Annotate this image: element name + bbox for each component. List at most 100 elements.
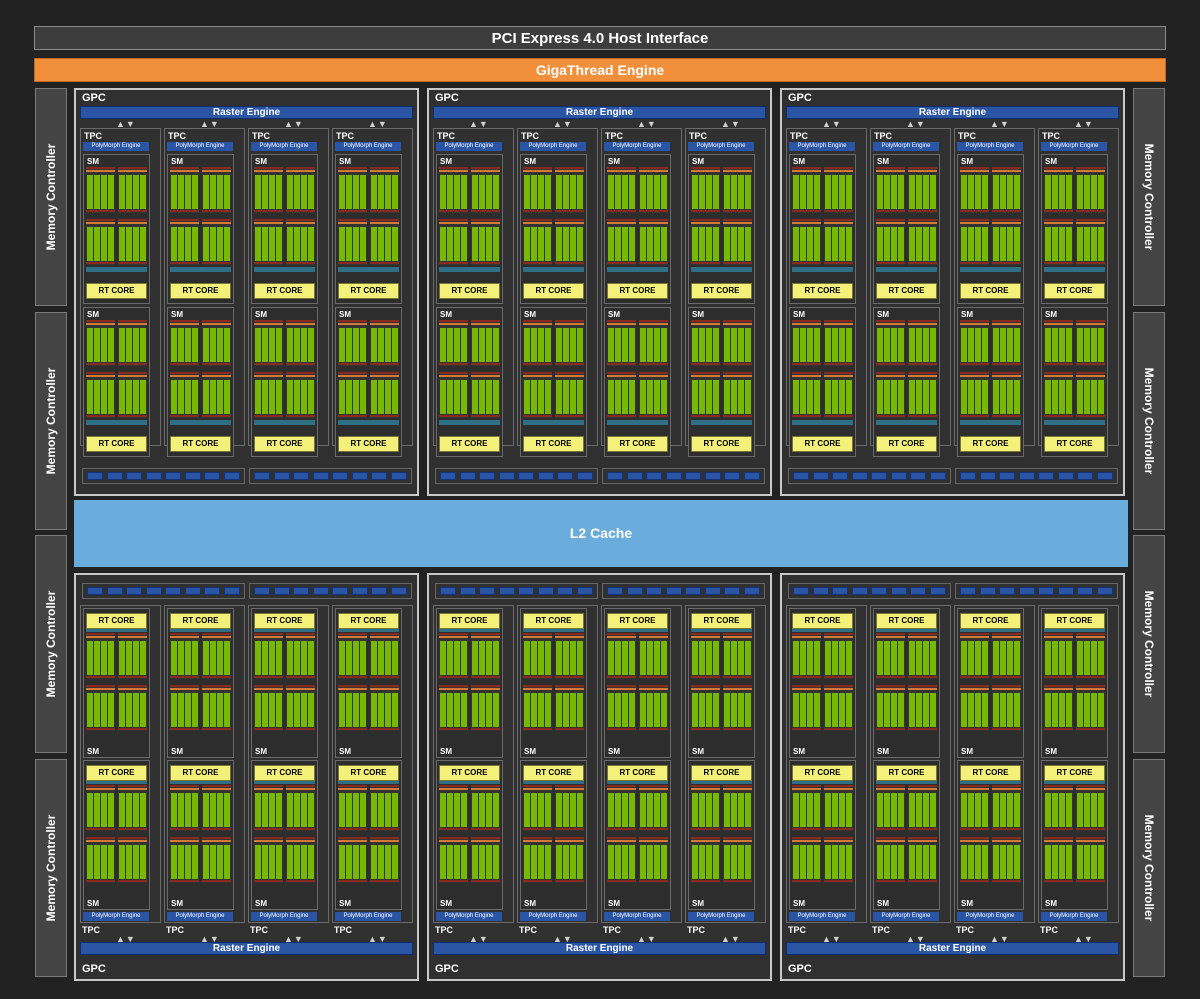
cuda-core [545, 328, 551, 362]
register-band [202, 880, 231, 882]
cuda-core-block [824, 320, 853, 366]
cuda-core [353, 641, 359, 675]
cuda-core [577, 380, 583, 414]
cuda-core-block [992, 785, 1021, 831]
cuda-core [287, 845, 293, 879]
cuda-core-block [202, 785, 231, 831]
cuda-core-block [960, 167, 989, 213]
register-band [254, 323, 283, 325]
cuda-core [461, 693, 467, 727]
texture-unit [479, 472, 495, 480]
register-band [992, 688, 1021, 690]
texture-unit [812, 587, 829, 595]
register-band [1044, 785, 1073, 787]
texture-unit [890, 472, 907, 480]
texture-unit [145, 472, 162, 480]
cuda-core [262, 793, 268, 827]
cuda-core [923, 380, 929, 414]
polymorph-engine: PolyMorph Engine [436, 142, 502, 151]
tpc-label: TPC [84, 131, 102, 141]
cuda-core [1059, 693, 1065, 727]
cuda-core-block [471, 219, 500, 265]
core-array [170, 779, 231, 885]
register-band [960, 372, 989, 374]
cuda-core [640, 328, 646, 362]
cuda-core [210, 845, 216, 879]
cuda-core [171, 845, 177, 879]
cuda-core [731, 328, 737, 362]
register-band [254, 688, 283, 690]
cuda-core-block [723, 685, 752, 731]
tpc-label: TPC [874, 131, 892, 141]
data-flow-arrows: ▲▼ [990, 119, 1010, 129]
cuda-core [545, 380, 551, 414]
cuda-core [968, 693, 974, 727]
register-band [202, 633, 231, 635]
cuda-core [975, 227, 981, 261]
register-band [639, 828, 668, 830]
polymorph-engine: PolyMorph Engine [957, 142, 1023, 151]
sm-label: SM [339, 899, 351, 908]
register-band [286, 323, 315, 325]
cuda-core [119, 380, 125, 414]
cuda-core-block [471, 633, 500, 679]
register-band [691, 222, 720, 224]
cuda-core [538, 641, 544, 675]
cuda-core-block [639, 633, 668, 679]
cuda-core [839, 845, 845, 879]
cuda-core-block [118, 785, 147, 831]
register-band [555, 375, 584, 377]
register-band [1076, 210, 1105, 212]
cuda-core [287, 380, 293, 414]
cuda-core-block [691, 837, 720, 883]
cuda-core [884, 793, 890, 827]
cuda-core [884, 380, 890, 414]
register-band [523, 685, 552, 687]
shared-memory-bar [876, 779, 937, 784]
cuda-core [570, 845, 576, 879]
cuda-core [353, 328, 359, 362]
register-band [824, 219, 853, 221]
shared-memory-bar [691, 627, 752, 632]
shared-memory-bar [523, 267, 584, 272]
cuda-core [909, 793, 915, 827]
cuda-core [185, 693, 191, 727]
gpc-label: GPC [435, 92, 459, 104]
register-band [370, 837, 399, 839]
register-band [1076, 837, 1105, 839]
cuda-core [108, 328, 114, 362]
register-band [170, 372, 199, 374]
core-array [607, 167, 668, 272]
shared-memory-bar [439, 627, 500, 632]
cuda-core [385, 845, 391, 879]
cuda-core [1077, 328, 1083, 362]
cuda-core [1052, 693, 1058, 727]
register-band [639, 363, 668, 365]
streaming-multiprocessor: SM RT CORE [335, 154, 402, 304]
rt-core: RT CORE [960, 765, 1021, 781]
cuda-core-block [792, 372, 821, 418]
sm-label: SM [171, 747, 183, 756]
register-band [118, 880, 147, 882]
cuda-core [1098, 227, 1104, 261]
cuda-core [622, 693, 628, 727]
cuda-core [993, 227, 999, 261]
register-band [639, 636, 668, 638]
register-band [824, 170, 853, 172]
register-band [1044, 320, 1073, 322]
texture-unit [960, 587, 976, 595]
cuda-core [846, 641, 852, 675]
cuda-core [1052, 793, 1058, 827]
cuda-core [975, 328, 981, 362]
cuda-core-block [286, 320, 315, 366]
cuda-core [731, 793, 737, 827]
memory-controller-label: Memory Controller [44, 143, 58, 251]
cuda-core [294, 793, 300, 827]
cuda-core [371, 641, 377, 675]
shared-memory-bar [86, 267, 147, 272]
register-band [691, 323, 720, 325]
cuda-core-block [471, 167, 500, 213]
cuda-core-block [170, 837, 199, 883]
register-band [439, 167, 468, 169]
cuda-core [556, 693, 562, 727]
